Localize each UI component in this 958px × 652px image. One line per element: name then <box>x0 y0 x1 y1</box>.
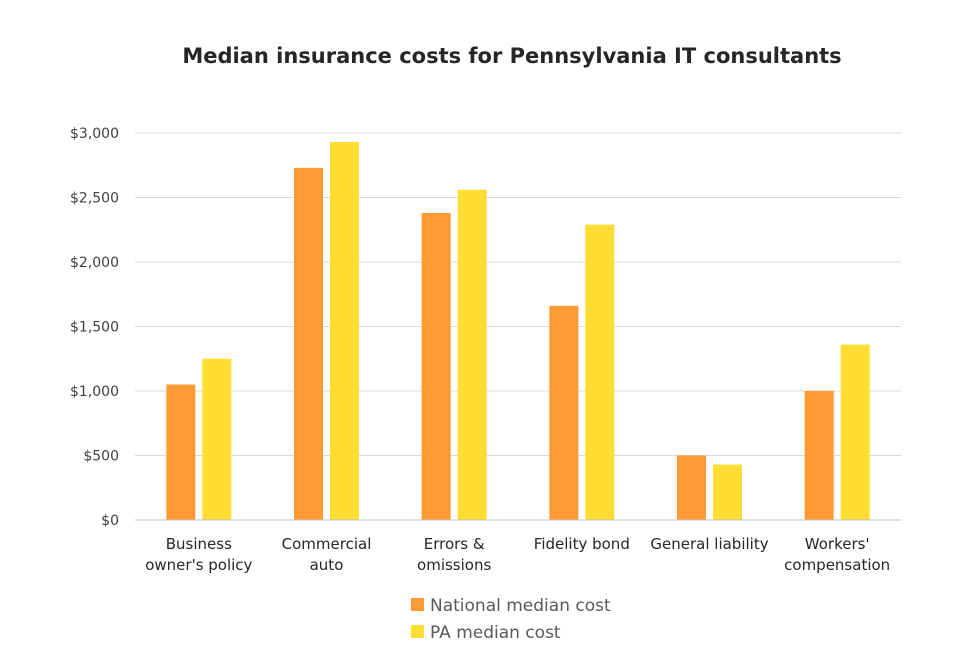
y-tick-label: $1,000 <box>70 384 119 400</box>
y-tick-label: $500 <box>83 449 119 465</box>
legend: National median cost PA median cost <box>411 596 611 643</box>
x-tick-label: General liability <box>650 535 768 553</box>
x-tick-label: Commercial <box>282 535 372 553</box>
bar-pa <box>202 358 232 520</box>
x-tick-label: omissions <box>417 556 491 574</box>
bar-national <box>421 212 451 521</box>
bar-national <box>549 305 579 520</box>
legend-label: National median cost <box>430 596 611 616</box>
y-tick-label: $2,000 <box>70 255 119 271</box>
y-tick-label: $0 <box>101 513 119 529</box>
bar-pa <box>585 224 615 520</box>
y-tick-label: $1,500 <box>70 320 119 336</box>
bar-pa <box>330 142 359 520</box>
bar-pa <box>840 344 870 520</box>
bar-pa <box>457 189 487 520</box>
x-tick-label: owner's policy <box>145 556 252 574</box>
gridlines <box>135 132 901 456</box>
x-tick-label: Business <box>166 535 232 553</box>
x-tick-label: Workers' <box>805 535 870 553</box>
bar-national <box>804 391 834 520</box>
y-axis-ticks: $0 $500 $1,000 $1,500 $2,000 $2,500 $3,000 <box>70 126 119 529</box>
x-axis-ticks: Business owner's policy Commercial auto Erro… <box>145 535 890 574</box>
bars <box>166 142 870 521</box>
y-tick-label: $2,500 <box>70 191 119 207</box>
x-tick-label: Errors & <box>424 535 485 553</box>
x-tick-label: auto <box>310 556 344 574</box>
y-tick-label: $3,000 <box>70 126 119 142</box>
legend-swatch <box>411 625 424 638</box>
bar-national <box>294 167 323 520</box>
bar-pa <box>713 464 742 520</box>
bar-national <box>677 455 706 520</box>
legend-swatch <box>411 598 424 611</box>
x-tick-label: compensation <box>784 556 890 574</box>
legend-label: PA median cost <box>430 623 561 643</box>
x-tick-label: Fidelity bond <box>534 535 630 553</box>
bar-national <box>166 384 196 520</box>
chart-title: Median insurance costs for Pennsylvania … <box>182 44 841 68</box>
